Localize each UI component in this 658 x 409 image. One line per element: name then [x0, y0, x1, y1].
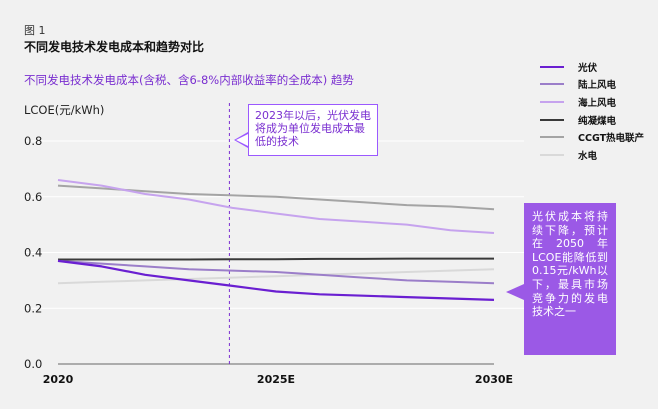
y-tick-label: 0.2 [24, 301, 42, 315]
y-axis-label: LCOE(元/kWh) [24, 103, 105, 117]
legend-swatch [540, 136, 564, 139]
callout-solar-forecast: 光伏成本将持续下降，预计在2050年LCOE能降低到0.15元/kWh以下，最具… [524, 203, 616, 355]
x-tick-label: 2020 [43, 373, 74, 386]
legend-item: 海上风电 [540, 93, 644, 111]
legend-label: 光伏 [578, 62, 598, 74]
legend-swatch [540, 100, 564, 103]
legend-item: CCGT热电联产 [540, 128, 644, 146]
legend-item: 光伏 [540, 58, 644, 76]
series-line [57, 259, 495, 301]
legend-swatch [540, 83, 564, 86]
legend-label: CCGT热电联产 [578, 133, 645, 145]
legend-swatch [540, 153, 564, 156]
series-line [57, 179, 495, 234]
x-tick-label: 2025E [257, 373, 295, 386]
legend: 光伏陆上风电海上风电纯凝煤电 CCGT热电联产 水电 [540, 58, 644, 164]
y-tick-label: 0.0 [24, 357, 42, 371]
series-line [57, 268, 495, 285]
legend-item: 纯凝煤电 [540, 111, 644, 129]
legend-label: 陆上风电 [578, 80, 617, 92]
series-line [58, 257, 494, 261]
legend-label: 海上风电 [578, 97, 617, 109]
legend-item: 水电 [540, 146, 644, 164]
y-tick-label: 0.8 [24, 134, 42, 148]
figure-label: 图 1 [24, 24, 46, 37]
legend-label: 水电 [578, 150, 598, 162]
legend-item: 陆上风电 [540, 76, 644, 94]
annotation-solar-cheapest: 2023年以后，光伏发电将成为单位发电成本最低的技术 [248, 104, 378, 156]
annotation-pointer-fill [236, 134, 248, 146]
chart-title: 不同发电技术发电成本(含税、含6-8%内部收益率的全成本) 趋势 [24, 73, 354, 87]
legend-label: 纯凝煤电 [578, 115, 617, 127]
legend-swatch [540, 65, 564, 68]
callout-pointer [506, 284, 524, 300]
legend-swatch [540, 118, 564, 121]
series-line [57, 259, 495, 285]
y-tick-label: 0.6 [24, 190, 42, 204]
y-tick-label: 0.4 [24, 246, 42, 260]
figure-title: 不同发电技术发电成本和趋势对比 [24, 40, 205, 54]
x-tick-label: 2030E [475, 373, 513, 386]
